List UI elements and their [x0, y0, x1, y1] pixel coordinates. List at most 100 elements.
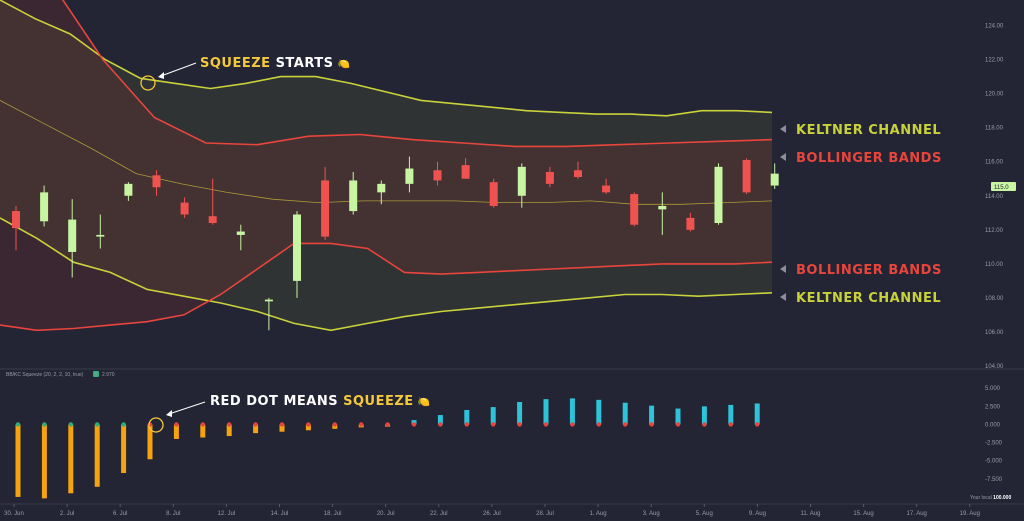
- x-tick-label: 5. Aug: [696, 511, 713, 517]
- red-dot-lead: RED DOT MEANS: [210, 394, 343, 409]
- red-dot-squeeze-word: SQUEEZE: [343, 394, 414, 409]
- indicator-tick-label: -2.500: [985, 441, 1003, 447]
- candle-body: [236, 231, 245, 235]
- candle-body: [124, 183, 133, 196]
- indicator-label: BB/KC Squeeze (20, 2, 2, 10, true): [6, 372, 84, 378]
- bollinger-lower-line: [0, 242, 773, 332]
- histogram-bar: [147, 424, 153, 460]
- bottom-right-text: Your local: [970, 495, 993, 501]
- histogram-bar: [226, 424, 232, 437]
- y-tick-label: 114.00: [985, 194, 1004, 200]
- squeeze-dot: [491, 422, 496, 427]
- histogram-bar: [279, 424, 285, 432]
- histogram-bar: [490, 407, 496, 425]
- histogram-bar: [41, 424, 47, 499]
- lemon-icon-2: 🍋: [418, 396, 431, 408]
- candle-body: [461, 165, 470, 179]
- x-tick-label: 12. Jul: [218, 511, 236, 517]
- price-badge-bg: [991, 182, 1016, 191]
- candle-body: [433, 170, 442, 181]
- histogram-bar: [15, 424, 21, 497]
- histogram-bar: [200, 424, 206, 438]
- x-tick-label: 3. Aug: [643, 511, 660, 517]
- keltner-upper-label: KELTNER CHANNEL: [796, 123, 941, 138]
- candle-body: [630, 194, 639, 225]
- histogram-bar: [569, 398, 575, 425]
- histogram-bar: [121, 424, 127, 474]
- squeeze-dot: [279, 422, 285, 427]
- histogram-bar: [728, 404, 734, 425]
- x-tick-label: 8. Jul: [166, 511, 180, 517]
- x-tick-label: 22. Jul: [430, 511, 448, 517]
- histogram-bar: [437, 415, 443, 425]
- candle-body: [770, 173, 779, 186]
- red-dot-arrowhead: [166, 410, 172, 417]
- candle-body: [602, 185, 611, 193]
- indicator-badge-bg: [93, 371, 99, 377]
- histogram-bar: [754, 403, 760, 425]
- squeeze-dot: [385, 422, 390, 427]
- histogram-bar: [173, 424, 179, 439]
- candle-body: [574, 170, 582, 178]
- y-tick-label: 106.00: [985, 330, 1004, 336]
- x-tick-label: 17. Aug: [907, 511, 927, 517]
- grid: [0, 368, 1024, 505]
- candle-body: [489, 182, 498, 206]
- keltner-channel-fill: [0, 0, 772, 331]
- y-tick-label: 104.00: [985, 364, 1004, 370]
- bottom-right-bold: 100.000: [993, 495, 1011, 501]
- y-tick-label: 110.00: [985, 262, 1004, 268]
- squeeze-dot: [755, 422, 760, 427]
- x-tick-label: 14. Jul: [271, 511, 289, 517]
- indicator-value: 2.970: [102, 372, 115, 378]
- indicator-tick-label: 2.500: [985, 404, 1001, 410]
- histogram-bar: [94, 424, 100, 487]
- histogram-bar: [649, 405, 655, 425]
- candle-body: [208, 216, 217, 224]
- x-tick-label: 2. Jul: [60, 511, 74, 517]
- squeeze-dot: [596, 422, 601, 427]
- x-tick-label: 1. Aug: [590, 511, 607, 517]
- y-tick-label: 112.00: [985, 228, 1004, 234]
- squeeze-starts-label: SQUEEZE STARTS 🍋: [200, 56, 350, 71]
- bottom-right-label: Your local 100.000: [970, 495, 1011, 501]
- indicator-badge: 0: [95, 372, 98, 378]
- squeeze-dot: [200, 422, 205, 427]
- candle-body: [264, 299, 273, 302]
- squeeze-dot: [438, 422, 443, 427]
- x-tick-label: 9. Aug: [749, 511, 766, 517]
- candle-body: [742, 160, 751, 193]
- squeeze-dot: [306, 422, 311, 427]
- moving-average-line: [0, 100, 773, 205]
- squeeze-dot: [623, 422, 628, 427]
- squeeze-start-arrow: [160, 62, 197, 77]
- squeeze-starts-rest: STARTS: [271, 56, 334, 71]
- squeeze-dot: [411, 422, 417, 427]
- candle-body: [12, 211, 20, 229]
- keltner-upper-pointer-icon: [780, 125, 786, 133]
- squeeze-dot: [42, 422, 47, 427]
- indicator-tick-label: -7.500: [985, 477, 1003, 483]
- y-tick-label: 120.00: [985, 92, 1004, 98]
- squeeze-dot: [517, 422, 522, 427]
- x-tick-label: 11. Aug: [801, 511, 821, 517]
- keltner-upper-line: [0, 0, 773, 117]
- y-tick-label: 124.00: [985, 24, 1004, 30]
- x-tick-label: 19. Aug: [960, 511, 980, 517]
- keltner-lower-pointer-icon: [780, 293, 786, 301]
- candle-body: [40, 192, 49, 222]
- y-tick-label: 118.00: [985, 126, 1004, 132]
- candle-body: [714, 166, 723, 224]
- candle-body: [152, 175, 161, 188]
- candle-body: [517, 166, 526, 196]
- histogram-bar: [517, 402, 523, 425]
- squeeze-dot: [359, 422, 364, 427]
- squeeze-dot: [253, 422, 258, 427]
- histogram-bar: [68, 424, 74, 494]
- squeeze-dot: [728, 422, 733, 427]
- candle-body: [96, 234, 105, 237]
- squeeze-dot: [95, 422, 100, 427]
- x-tick-label: 20. Jul: [377, 511, 395, 517]
- bollinger-upper-line: [61, 0, 773, 148]
- squeeze-start-circle: [140, 75, 156, 91]
